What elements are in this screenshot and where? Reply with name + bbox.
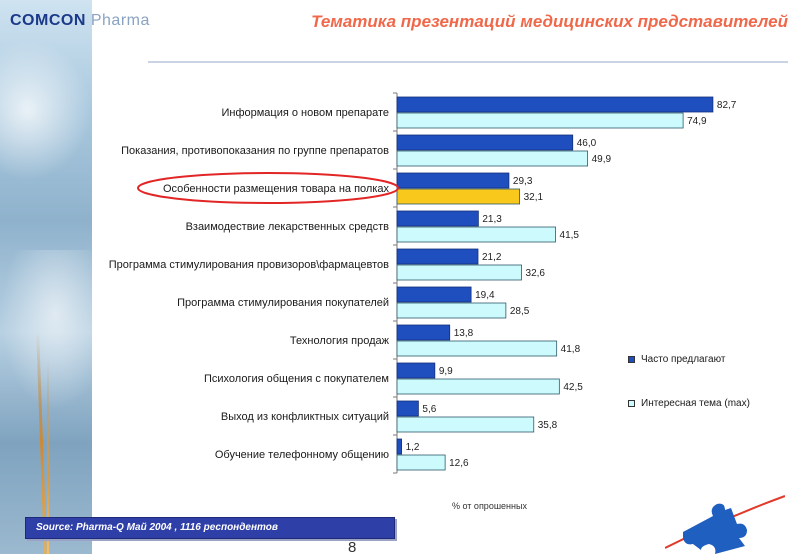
- bar-often: [396, 286, 472, 303]
- category-label: Взаимодествие лекарственных средств: [186, 221, 390, 233]
- value-label-interest: 32,6: [526, 268, 546, 279]
- category-label: Программа стимулирования провизоров\фарм…: [109, 259, 389, 271]
- slide-title: Тематика презентаций медицинских предста…: [311, 12, 788, 31]
- x-axis-title: % от опрошенных: [452, 501, 527, 511]
- category-label: Информация о новом препарате: [221, 107, 389, 119]
- category-label: Выход из конфликтных ситуаций: [221, 411, 389, 423]
- logo-sub-text: Pharma: [90, 12, 150, 29]
- value-label-often: 1,2: [406, 442, 420, 453]
- decorative-side-image: [0, 0, 92, 554]
- bar-often: [396, 362, 436, 379]
- bar-often: [396, 134, 574, 151]
- category-label: Показания, противопоказания по группе пр…: [121, 145, 389, 157]
- bar-often: [396, 248, 479, 265]
- side-image-highlight: [0, 40, 92, 180]
- value-label-interest: 49,9: [592, 154, 612, 165]
- value-label-often: 21,2: [482, 252, 502, 263]
- value-label-often: 82,7: [717, 100, 737, 111]
- title-divider: [148, 61, 788, 63]
- value-label-interest: 41,8: [561, 344, 581, 355]
- source-note: Source: Pharma-Q Май 2004 , 1116 респонд…: [25, 517, 395, 539]
- category-label: Особенности размещения товара на полках: [163, 183, 390, 195]
- company-logo: COMCON Pharma: [10, 12, 150, 30]
- legend-swatch-often: [628, 355, 635, 363]
- bar-interest: [396, 112, 684, 129]
- bar-often: [396, 324, 451, 341]
- bar-interest: [396, 416, 535, 433]
- bar-often: [396, 438, 402, 455]
- legend-label-interest: Интересная тема (max): [641, 397, 750, 409]
- category-label: Обучение телефонному общению: [215, 449, 389, 461]
- value-label-often: 21,3: [482, 214, 502, 225]
- value-label-often: 5,6: [422, 404, 436, 415]
- value-label-interest: 74,9: [687, 116, 707, 127]
- bar-interest: [396, 264, 522, 281]
- logo-main-text: COMCON: [10, 12, 86, 29]
- bar-interest: [396, 340, 558, 357]
- category-label: Программа стимулирования покупателей: [177, 297, 389, 309]
- category-label: Психология общения с покупателем: [204, 373, 389, 385]
- category-label: Технология продаж: [290, 335, 390, 347]
- bar-interest: [396, 454, 446, 471]
- bar-interest: [396, 188, 521, 205]
- bar-interest: [396, 226, 556, 243]
- value-label-often: 13,8: [454, 328, 474, 339]
- chart-legend: Часто предлагают Интересная тема (max): [628, 352, 750, 410]
- value-label-interest: 32,1: [524, 192, 544, 203]
- puzzle-piece-logo: [665, 495, 785, 554]
- bar-often: [396, 172, 510, 189]
- legend-item-often: Часто предлагают: [628, 352, 750, 366]
- value-label-often: 19,4: [475, 290, 495, 301]
- value-label-interest: 35,8: [538, 420, 558, 431]
- value-label-often: 29,3: [513, 176, 533, 187]
- bar-interest: [396, 302, 507, 319]
- legend-item-interest: Интересная тема (max): [628, 396, 750, 410]
- bar-often: [396, 400, 419, 417]
- value-label-interest: 42,5: [563, 382, 583, 393]
- bar-often: [396, 210, 479, 227]
- bar-often: [396, 96, 714, 113]
- legend-swatch-interest: [628, 399, 635, 407]
- bar-interest: [396, 378, 560, 395]
- side-image-fiber: [47, 360, 49, 554]
- value-label-interest: 41,5: [560, 230, 580, 241]
- bar-interest: [396, 150, 589, 167]
- page-number: 8: [348, 539, 357, 554]
- value-label-interest: 28,5: [510, 306, 530, 317]
- value-label-interest: 12,6: [449, 458, 469, 469]
- highlight-circle: [137, 172, 399, 204]
- legend-label-often: Часто предлагают: [641, 353, 726, 365]
- value-label-often: 9,9: [439, 366, 453, 377]
- side-image-highlight: [0, 250, 92, 410]
- value-label-often: 46,0: [577, 138, 597, 149]
